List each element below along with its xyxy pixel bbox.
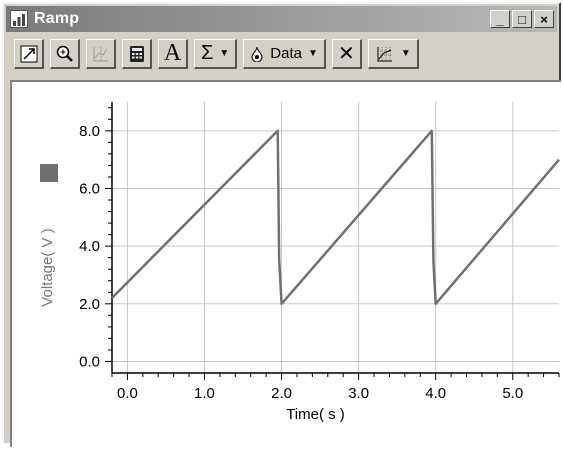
calculator-button[interactable] bbox=[122, 39, 152, 69]
y-tick-label: 6.0 bbox=[79, 180, 100, 197]
x-tick-label: 1.0 bbox=[194, 385, 215, 402]
graph-app-icon bbox=[10, 10, 28, 28]
x-tick-label: 5.0 bbox=[502, 385, 523, 402]
graph-options-button[interactable]: ▼ bbox=[367, 39, 419, 69]
autoscale-button[interactable] bbox=[14, 39, 44, 69]
graph-toolbar: A Σ ▼ Data ▼ ✕ ▼ bbox=[6, 34, 557, 74]
data-probe-icon bbox=[251, 46, 263, 62]
graph-options-icon bbox=[377, 46, 392, 61]
delete-label: ✕ bbox=[337, 43, 355, 65]
maximize-button[interactable]: □ bbox=[512, 10, 532, 28]
y-tick-label: 4.0 bbox=[79, 238, 100, 255]
chevron-down-icon[interactable]: ▼ bbox=[400, 48, 411, 59]
x-tick-label: 0.0 bbox=[117, 385, 138, 402]
x-axis-title: Time( s ) bbox=[286, 406, 345, 423]
ramp-window: Ramp _ □ × A Σ ▼ Data ▼ bbox=[2, 2, 561, 447]
title-bar[interactable]: Ramp _ □ × bbox=[6, 6, 557, 32]
graph-panel: 0.0 1.0 2.0 3.0 4.0 5.0 0.0 2.0 4.0 6.0 8.0 Time( s… bbox=[10, 80, 561, 447]
minimize-button[interactable]: _ bbox=[490, 10, 510, 28]
window-title: Ramp bbox=[34, 10, 80, 27]
calculator-icon bbox=[129, 45, 144, 62]
examine-icon bbox=[93, 46, 108, 61]
sum-label: Σ bbox=[201, 42, 214, 64]
zoom-icon bbox=[56, 45, 73, 62]
close-button[interactable]: × bbox=[534, 10, 554, 28]
data-label: Data bbox=[270, 45, 302, 62]
voltage-series-line[interactable] bbox=[111, 129, 560, 306]
y-tick-label: 2.0 bbox=[79, 296, 100, 313]
x-tick-label: 2.0 bbox=[271, 385, 292, 402]
autoscale-icon bbox=[20, 45, 37, 62]
text-annotation-button[interactable]: A bbox=[158, 39, 188, 69]
chevron-down-icon[interactable]: ▼ bbox=[307, 48, 318, 59]
data-source-button[interactable]: Data ▼ bbox=[243, 39, 326, 69]
x-tick-label: 3.0 bbox=[348, 385, 369, 402]
statistics-button[interactable]: Σ ▼ bbox=[194, 39, 238, 69]
y-tick-label: 8.0 bbox=[79, 123, 100, 140]
text-tool-label: A bbox=[163, 40, 182, 66]
y-tick-label: 0.0 bbox=[79, 353, 100, 370]
examine-button[interactable] bbox=[86, 39, 116, 69]
delete-button[interactable]: ✕ bbox=[331, 39, 362, 69]
y-axis-title: Voltage( V ) bbox=[39, 228, 56, 306]
series-legend-swatch[interactable] bbox=[40, 164, 58, 182]
voltage-time-chart[interactable]: 0.0 1.0 2.0 3.0 4.0 5.0 0.0 2.0 4.0 6.0 8.0 Time( s… bbox=[12, 82, 561, 447]
chevron-down-icon[interactable]: ▼ bbox=[219, 48, 230, 59]
zoom-button[interactable] bbox=[50, 39, 80, 69]
x-tick-label: 4.0 bbox=[425, 385, 446, 402]
